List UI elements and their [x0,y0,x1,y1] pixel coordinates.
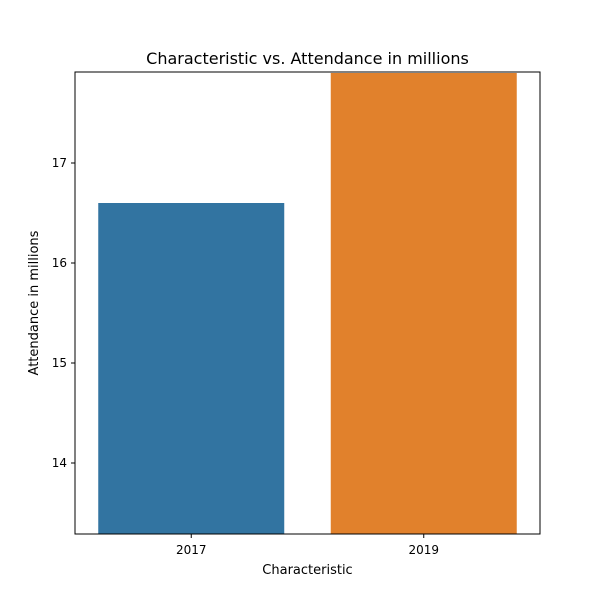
bar-2017 [98,203,285,534]
bar-2019 [330,73,517,534]
x-axis-ticks: 2017 2019 [176,534,439,557]
bars-group [98,73,517,534]
y-tick-label: 15 [52,356,67,370]
x-tick-label: 2019 [408,543,439,557]
y-tick-label: 16 [52,256,67,270]
y-tick-label: 17 [52,156,67,170]
y-tick-label: 14 [52,456,67,470]
x-axis-label: Characteristic [262,563,352,578]
y-axis-ticks: 14 15 16 17 [52,156,75,470]
plot-frame [74,71,541,535]
x-tick-label: 2017 [176,543,207,557]
y-axis-label: Attendance in millions [27,230,42,375]
chart-title: Characteristic vs. Attendance in million… [146,49,469,68]
